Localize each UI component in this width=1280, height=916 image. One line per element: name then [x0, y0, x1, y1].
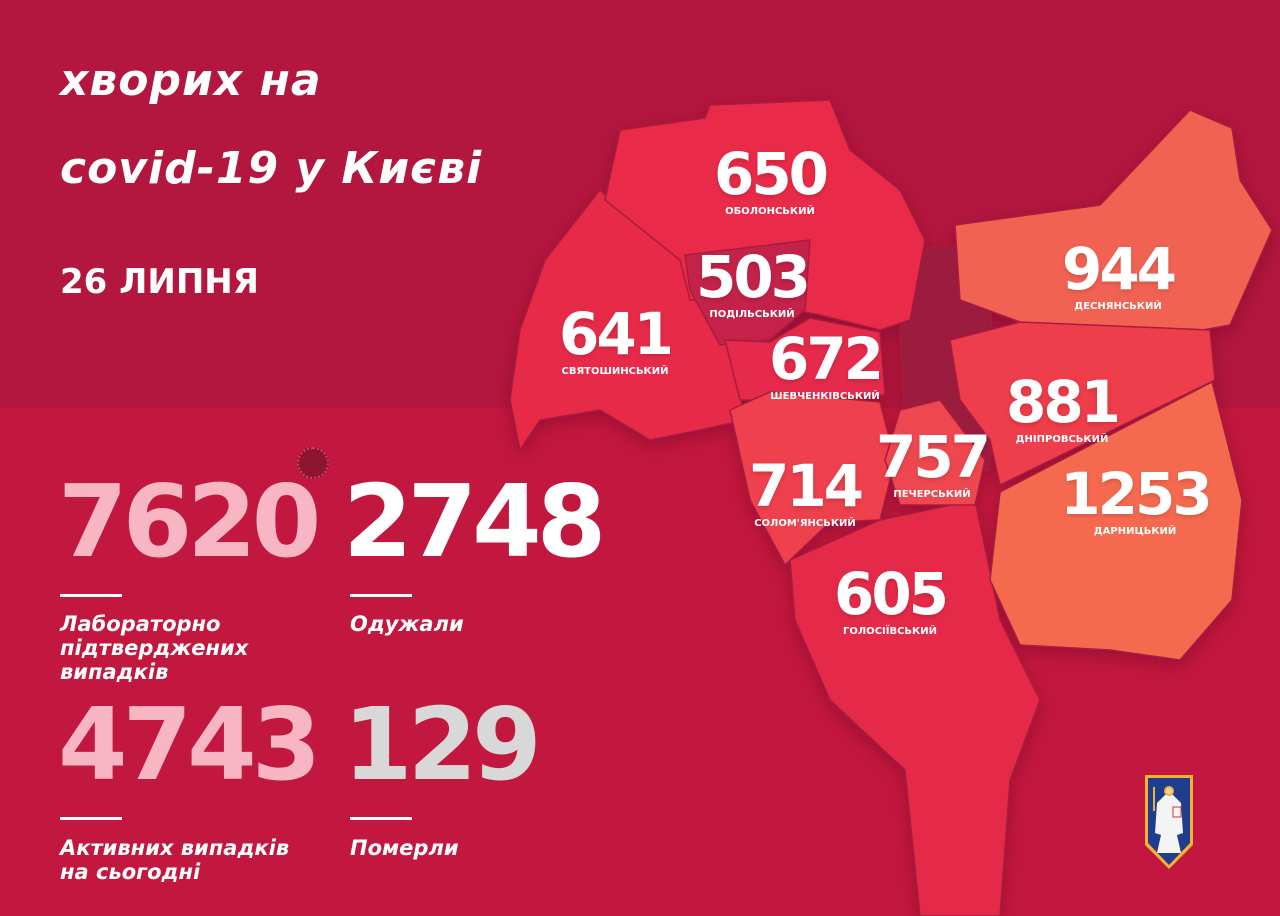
district-label-darnytskyi: 1253 ДАРНИЦЬКИЙ [1060, 460, 1212, 538]
confirmed-label: Лабораторно підтверджених випадків [60, 612, 249, 684]
recovered-label: Одужали [350, 612, 464, 636]
kyiv-coat-of-arms-icon [1145, 775, 1193, 869]
district-name-holosiivskyi: ГОЛОСІЇВСЬКИЙ [843, 626, 937, 637]
district-cases-shevchenkivskyi: 672 [768, 325, 884, 393]
district-name-solomianskyi: СОЛОМ'ЯНСЬКИЙ [754, 518, 856, 529]
district-cases-holosiivskyi: 605 [833, 560, 949, 628]
district-name-desnianskyi: ДЕСНЯНСЬКИЙ [1074, 301, 1162, 312]
district-name-obolonskyi: ОБОЛОНСЬКИЙ [725, 206, 815, 217]
divider [350, 817, 412, 820]
deaths-value: 129 [343, 686, 542, 803]
district-label-desnianskyi: 944 ДЕСНЯНСЬКИЙ [1061, 235, 1177, 313]
district-pecherskyi[interactable] [884, 399, 986, 506]
title-line-1: хворих на [60, 55, 322, 106]
recovered-value: 2748 [343, 463, 606, 580]
district-label-obolonskyi: 650 ОБОЛОНСЬКИЙ [713, 140, 829, 218]
district-name-shevchenkivskyi: ШЕВЧЕНКІВСЬКИЙ [770, 391, 880, 402]
district-label-podilskyi: 503 ПОДІЛЬСЬКИЙ [695, 243, 811, 321]
confirmed-value: 7620 [58, 463, 321, 580]
district-cases-pecherskyi: 757 [875, 423, 991, 491]
district-name-darnytskyi: ДАРНИЦЬКИЙ [1093, 526, 1177, 537]
district-cases-darnytskyi: 1253 [1060, 460, 1212, 528]
district-shevchenkivskyi[interactable] [724, 317, 886, 401]
district-name-dniprovskyi: ДНІПРОВСЬКИЙ [1015, 434, 1109, 445]
virus-icon [297, 447, 329, 479]
district-cases-obolonskyi: 650 [713, 140, 829, 208]
district-label-pecherskyi: 757 ПЕЧЕРСЬКИЙ [875, 423, 991, 501]
district-name-podilskyi: ПОДІЛЬСЬКИЙ [709, 309, 795, 320]
district-podilskyi[interactable] [684, 239, 811, 346]
district-obolonskyi[interactable] [604, 99, 926, 331]
district-name-pecherskyi: ПЕЧЕРСЬКИЙ [893, 489, 971, 500]
active-label: Активних випадків на сьогодні [60, 836, 290, 884]
district-label-shevchenkivskyi: 672 ШЕВЧЕНКІВСЬКИЙ [768, 325, 884, 403]
district-solomianskyi[interactable] [729, 391, 896, 567]
district-desnianskyi[interactable] [954, 109, 1273, 366]
active-value: 4743 [58, 686, 321, 803]
district-cases-desnianskyi: 944 [1061, 235, 1177, 303]
divider [350, 594, 412, 597]
deaths-label: Померли [350, 836, 459, 860]
district-cases-solomianskyi: 714 [748, 452, 864, 520]
district-cases-podilskyi: 503 [695, 243, 811, 311]
title-line-2: covid-19 у Києві [60, 143, 483, 194]
district-label-dniprovskyi: 881 ДНІПРОВСЬКИЙ [1005, 368, 1121, 446]
district-label-holosiivskyi: 605 ГОЛОСІЇВСЬКИЙ [833, 560, 949, 638]
report-date: 26 ЛИПНЯ [60, 262, 259, 302]
district-label-sviatoshynskyi: 641 СВЯТОШИНСЬКИЙ [558, 300, 674, 378]
district-cases-sviatoshynskyi: 641 [558, 300, 674, 368]
district-darnytskyi[interactable] [989, 380, 1243, 661]
district-dniprovskyi[interactable] [949, 321, 1216, 487]
divider [60, 817, 122, 820]
divider [60, 594, 122, 597]
district-cases-dniprovskyi: 881 [1005, 368, 1121, 436]
district-label-solomianskyi: 714 СОЛОМ'ЯНСЬКИЙ [748, 452, 864, 530]
district-name-sviatoshynskyi: СВЯТОШИНСЬКИЙ [561, 366, 669, 377]
